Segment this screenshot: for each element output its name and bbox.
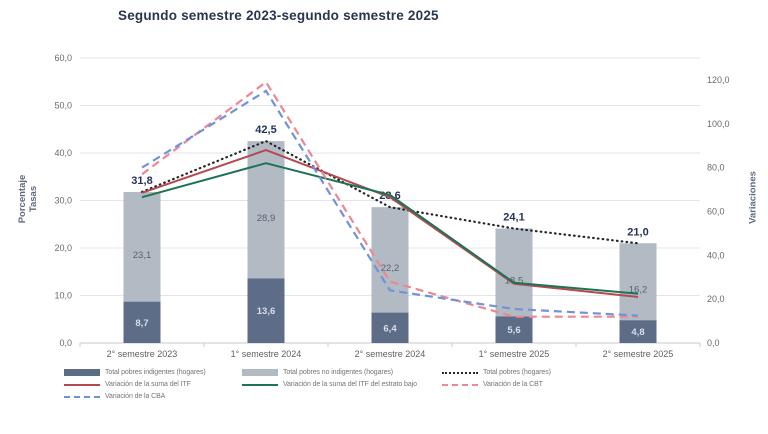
right-axis-tick-label: 80,0 bbox=[707, 163, 725, 173]
dotted-line-icon bbox=[442, 371, 478, 374]
bar-segment-indigentes bbox=[247, 278, 285, 343]
left-axis-tick-label: 20,0 bbox=[54, 243, 72, 253]
bar-value-label-indigentes: 6,4 bbox=[383, 323, 397, 334]
solid-line-icon bbox=[242, 383, 278, 386]
left-axis-tick-label: 30,0 bbox=[54, 196, 72, 206]
legend-item-total-pobres-indigentes: Total pobres indigentes (hogares) bbox=[64, 369, 242, 376]
left-axis-tick-label: 10,0 bbox=[54, 291, 72, 301]
legend-label: Variación de la CBA bbox=[105, 393, 166, 400]
line-series bbox=[141, 89, 639, 317]
bar-value-label-no-indigentes: 28,9 bbox=[257, 213, 276, 224]
left-axis-tick-label: 60,0 bbox=[54, 53, 72, 63]
legend-item-variacion-itf-estrato-bajo: Variación de la suma del ITF del estrato… bbox=[242, 381, 442, 388]
bar-value-label-no-indigentes: 22,2 bbox=[381, 263, 400, 274]
line-series bbox=[141, 80, 638, 318]
left-axis-tick-label: 40,0 bbox=[54, 148, 72, 158]
bar-segment-no-indigentes bbox=[619, 243, 657, 321]
solid-line-icon bbox=[64, 383, 100, 386]
right-axis-tick-label: 60,0 bbox=[707, 206, 725, 216]
bar-segment-no-indigentes bbox=[495, 228, 533, 317]
bar-total-label: 21,0 bbox=[627, 226, 648, 238]
x-axis-category-label: 2° semestre 2025 bbox=[603, 349, 674, 359]
x-axis-category-label: 1° semestre 2024 bbox=[231, 349, 302, 359]
bar-segment-indigentes bbox=[371, 312, 409, 343]
left-axis-tick-label: 50,0 bbox=[54, 101, 72, 111]
bar-swatch-icon bbox=[242, 369, 278, 376]
legend-label: Total pobres (hogares) bbox=[483, 369, 551, 376]
x-axis-category-label: 2° semestre 2024 bbox=[355, 349, 426, 359]
chart-legend: Total pobres indigentes (hogares) Total … bbox=[64, 369, 764, 400]
legend-item-total-pobres: Total pobres (hogares) bbox=[442, 369, 764, 376]
bar-value-label-indigentes: 4,8 bbox=[631, 327, 644, 338]
legend-item-variacion-cbt: Variación de la CBT bbox=[442, 381, 764, 388]
dashed-line-icon bbox=[64, 395, 100, 398]
line-series bbox=[141, 149, 639, 298]
bar-total-label: 24,1 bbox=[503, 212, 524, 224]
legend-label: Variación de la suma del ITF bbox=[105, 381, 191, 388]
right-axis-tick-label: 40,0 bbox=[707, 250, 725, 260]
legend-label: Variación de la CBT bbox=[483, 381, 543, 388]
bar-value-label-indigentes: 5,6 bbox=[507, 325, 520, 336]
legend-label: Variación de la suma del ITF del estrato… bbox=[283, 381, 417, 388]
right-axis-tick-label: 100,0 bbox=[707, 119, 730, 129]
x-axis-category-label: 2° semestre 2023 bbox=[107, 349, 178, 359]
bar-value-label-no-indigentes: 23,1 bbox=[133, 250, 152, 261]
left-axis-tick-label: 0,0 bbox=[59, 338, 72, 348]
bar-swatch-icon bbox=[64, 369, 100, 376]
bar-segment-indigentes bbox=[123, 301, 161, 343]
line-series bbox=[141, 162, 639, 295]
right-axis-tick-label: 20,0 bbox=[707, 294, 725, 304]
bar-value-label-no-indigentes: 18,5 bbox=[505, 275, 524, 286]
bar-segment-indigentes bbox=[619, 320, 657, 343]
bar-segment-no-indigentes bbox=[247, 141, 285, 279]
bar-segment-indigentes bbox=[495, 316, 533, 343]
chart-title: Segundo semestre 2023-segundo semestre 2… bbox=[118, 8, 439, 23]
right-axis-tick-label: 0,0 bbox=[707, 338, 720, 348]
legend-label: Total pobres indigentes (hogares) bbox=[105, 369, 206, 376]
bar-segment-no-indigentes bbox=[123, 191, 161, 302]
legend-item-total-pobres-no-indigentes: Total pobres no indigentes (hogares) bbox=[242, 369, 442, 376]
bar-value-label-indigentes: 13,6 bbox=[257, 306, 276, 317]
bar-total-label: 42,5 bbox=[255, 124, 276, 136]
legend-label: Total pobres no indigentes (hogares) bbox=[283, 369, 394, 376]
line-series bbox=[140, 139, 640, 245]
legend-item-variacion-cba: Variación de la CBA bbox=[64, 393, 242, 400]
legend-item-variacion-itf: Variación de la suma del ITF bbox=[64, 381, 242, 388]
bar-value-label-indigentes: 8,7 bbox=[135, 318, 148, 329]
x-axis-category-label: 1° semestre 2025 bbox=[479, 349, 550, 359]
bar-total-label: 31,8 bbox=[131, 175, 152, 187]
dashed-line-icon bbox=[442, 383, 478, 386]
bar-value-label-no-indigentes: 16,2 bbox=[629, 285, 648, 296]
right-axis-tick-label: 120,0 bbox=[707, 75, 730, 85]
